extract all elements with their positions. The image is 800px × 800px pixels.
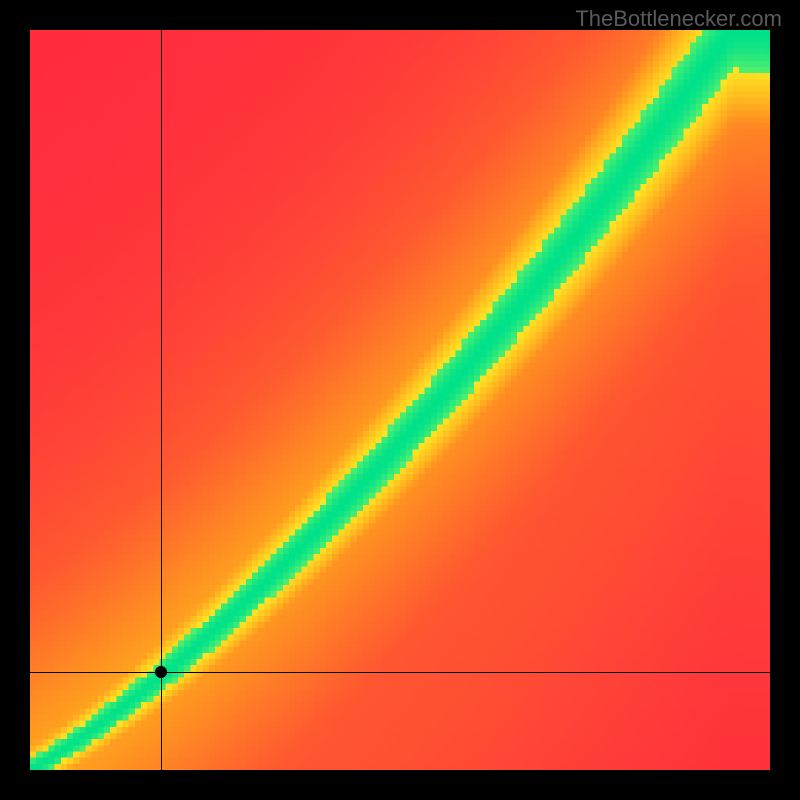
watermark-text: TheBottlenecker.com <box>575 6 782 32</box>
heatmap-plot <box>30 30 770 770</box>
heatmap-canvas <box>30 30 770 770</box>
